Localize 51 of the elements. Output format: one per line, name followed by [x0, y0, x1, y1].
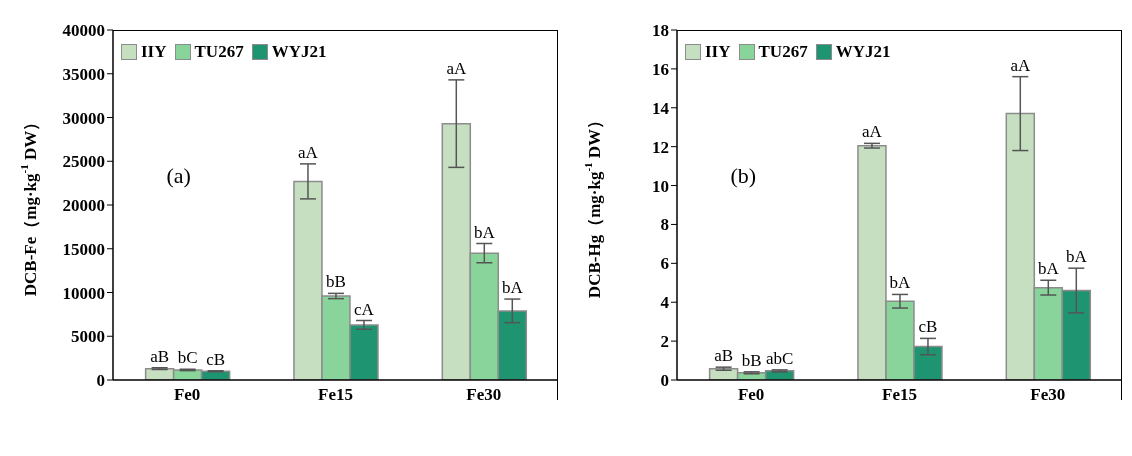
y-tick-label: 2	[660, 332, 669, 352]
data-label: cB	[918, 317, 938, 337]
data-label: bA	[1065, 247, 1088, 267]
x-tick-label: Fe15	[318, 385, 353, 405]
y-tick-label: 10000	[62, 283, 105, 303]
y-tick-label: 5000	[71, 327, 105, 347]
data-label: bA	[501, 278, 524, 298]
data-label: aA	[1010, 55, 1031, 75]
y-tick-label: 35000	[62, 64, 105, 84]
legend-label: IIY	[141, 42, 167, 62]
y-tick-label: 0	[660, 371, 669, 391]
data-label: aA	[298, 142, 319, 162]
x-tick-label: Fe30	[466, 385, 502, 405]
x-tick-label: Fe0	[173, 385, 201, 405]
data-label: aB	[150, 346, 170, 366]
data-label: bC	[177, 348, 198, 368]
y-tick-label: 12	[652, 137, 669, 157]
y-tick-label: 6	[660, 254, 669, 274]
y-tick-label: 8	[660, 215, 669, 235]
y-tick-label: 14	[652, 98, 670, 118]
legend-label: IIY	[705, 42, 731, 62]
y-tick-label: 25000	[62, 152, 105, 172]
x-tick-label: Fe30	[1030, 385, 1066, 405]
y-tick-label: 30000	[62, 108, 105, 128]
data-label: bB	[741, 350, 762, 370]
annotation: (a)	[166, 163, 191, 190]
legend-label: WYJ21	[835, 42, 891, 62]
data-label: aB	[714, 346, 734, 366]
y-tick-label: 16	[652, 59, 669, 79]
x-tick-label: Fe0	[737, 385, 765, 405]
y-tick-label: 18	[652, 21, 669, 41]
data-label: bA	[1037, 259, 1060, 279]
legend-label: TU267	[758, 42, 808, 62]
y-tick-label: 0	[96, 371, 105, 391]
annotation: (b)	[730, 163, 757, 190]
y-tick-label: 40000	[62, 21, 105, 41]
data-label: aA	[862, 122, 883, 142]
data-label: cB	[206, 349, 226, 369]
y-tick-label: 10	[652, 176, 669, 196]
data-label: aA	[446, 58, 467, 78]
data-label: bB	[326, 272, 346, 292]
data-label: bA	[889, 273, 912, 293]
y-tick-label: 20000	[62, 196, 105, 216]
y-tick-label: 4	[660, 293, 670, 313]
legend-label: WYJ21	[271, 42, 327, 62]
data-label: cA	[354, 299, 375, 319]
x-tick-label: Fe15	[882, 385, 917, 405]
data-label: abC	[765, 348, 794, 368]
y-tick-label: 15000	[62, 239, 105, 259]
data-label: bA	[473, 222, 496, 242]
legend-label: TU267	[194, 42, 244, 62]
